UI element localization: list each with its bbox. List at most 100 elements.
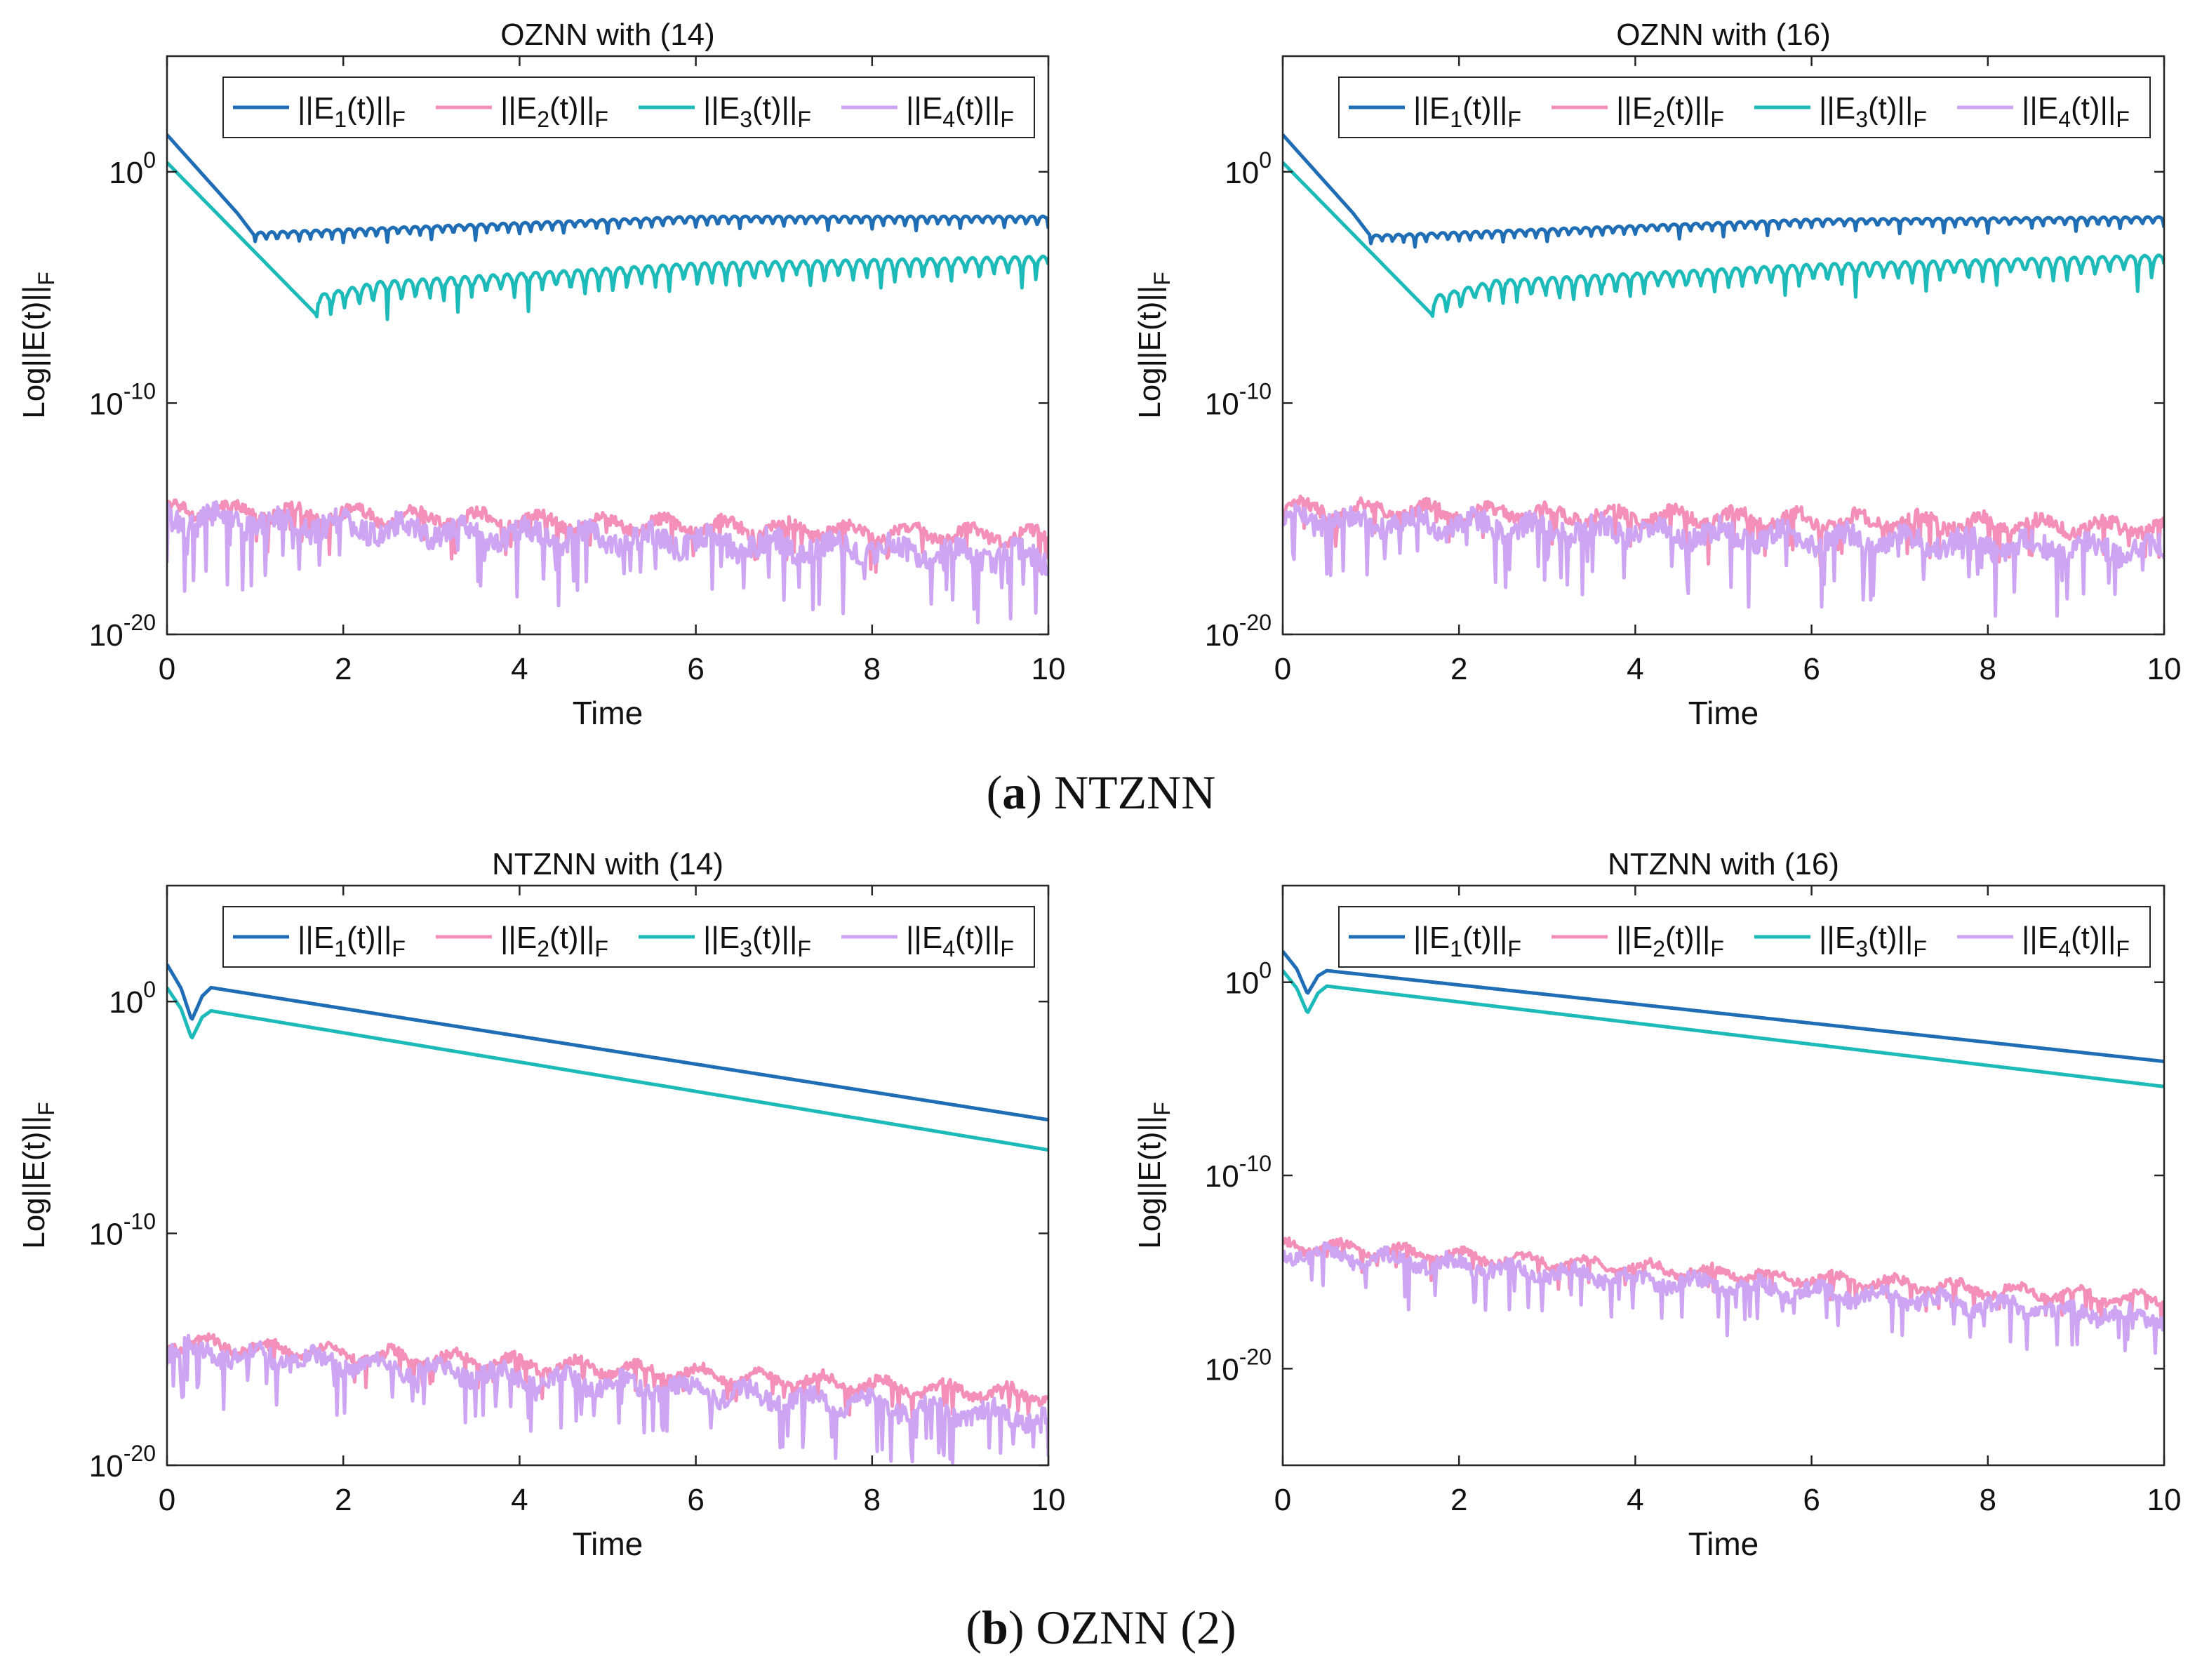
y-axis-label-main: Log||E(t)||: [1133, 286, 1167, 419]
legend-label-a: ||E: [1616, 921, 1653, 955]
x-tick-label: 0: [1274, 1483, 1291, 1517]
legend-label: ||E4(t)||F: [2022, 921, 2130, 961]
legend-label: ||E3(t)||F: [703, 91, 811, 132]
legend-label-a: ||E: [906, 91, 942, 126]
x-axis-label: Time: [1688, 695, 1759, 731]
legend-label-subf: F: [797, 936, 811, 961]
legend-label-a: ||E: [1819, 921, 1855, 955]
legend-label: ||E3(t)||F: [1819, 921, 1927, 961]
series-line-E2: [167, 1332, 1048, 1420]
legend-label-sub: 3: [740, 936, 752, 961]
legend-label-subf: F: [594, 107, 608, 132]
axes-frame: [166, 884, 1050, 1467]
y-axis-label-sub: F: [1149, 1102, 1175, 1116]
legend-label-a: ||E: [500, 91, 537, 126]
y-tick-exponent: -10: [1239, 1151, 1272, 1176]
y-tick-exponent: -20: [1239, 1344, 1272, 1369]
legend-label-a: ||E: [2022, 91, 2058, 126]
legend-label: ||E4(t)||F: [906, 921, 1014, 961]
y-tick-base: 10: [1205, 1352, 1239, 1387]
legend-label-b: (t)||: [1462, 91, 1507, 126]
legend-label-b: (t)||: [752, 91, 797, 126]
x-tick-label: 10: [2147, 652, 2182, 686]
legend-label-subf: F: [1000, 107, 1014, 132]
x-tick-label: 8: [864, 652, 881, 686]
axes-frame: [1281, 55, 2166, 636]
y-tick-base: 10: [89, 387, 124, 421]
legend-label-b: (t)||: [1868, 921, 1913, 955]
caption-b-text: OZNN (2): [1036, 1601, 1236, 1654]
legend-label-subf: F: [2116, 107, 2130, 132]
y-tick-base: 10: [1225, 156, 1259, 190]
x-tick-label: 4: [1627, 652, 1643, 686]
x-tick-label: 10: [1032, 652, 1066, 686]
legend-label-b: (t)||: [2071, 921, 2116, 955]
series-line-E2: [1283, 494, 2164, 568]
y-tick-label: 100: [109, 977, 156, 1020]
legend-label-sub: 1: [1450, 936, 1462, 961]
caption-a-text: NTZNN: [1053, 766, 1216, 819]
legend-label-a: ||E: [298, 921, 334, 955]
y-tick-exponent: -10: [124, 378, 156, 404]
y-tick-exponent: -10: [1239, 378, 1272, 404]
y-tick-exponent: -20: [124, 610, 156, 635]
x-tick-label: 6: [687, 1483, 704, 1517]
x-tick-label: 2: [1450, 652, 1467, 686]
y-tick-base: 10: [109, 985, 143, 1020]
series-line-E3: [1283, 969, 2164, 1088]
y-axis-label: Log||E(t)||F: [17, 272, 59, 419]
x-tick-label: 8: [1980, 652, 1996, 686]
y-tick-base: 10: [89, 1218, 124, 1252]
legend-label: ||E2(t)||F: [1616, 921, 1724, 961]
x-tick-label: 10: [2147, 1483, 2182, 1517]
y-tick-exponent: -20: [1239, 610, 1272, 635]
legend-label-a: ||E: [1819, 91, 1855, 126]
chart-title: OZNN with (14): [500, 18, 715, 52]
y-tick-exponent: -10: [124, 1209, 156, 1234]
legend-label-b: (t)||: [347, 91, 392, 126]
legend-label-subf: F: [797, 107, 811, 132]
legend: ||E1(t)||F ||E2(t)||F ||E3(t)||F ||E4(t)||F: [1338, 76, 2151, 138]
y-axis-label-sub: F: [34, 272, 59, 286]
y-tick-base: 10: [1205, 618, 1239, 653]
y-tick-base: 10: [1225, 966, 1259, 1001]
legend-label-a: ||E: [906, 921, 942, 955]
legend-label-subf: F: [1507, 936, 1521, 961]
series-line-E3: [1283, 161, 2164, 318]
legend-label: ||E1(t)||F: [298, 91, 406, 132]
chart-title: NTZNN with (16): [1608, 847, 1839, 881]
y-tick-base: 10: [1205, 1159, 1239, 1194]
x-tick-label: 2: [1450, 1483, 1467, 1517]
legend-label-a: ||E: [703, 921, 740, 955]
y-tick-base: 10: [1205, 387, 1239, 421]
legend: ||E1(t)||F ||E2(t)||F ||E3(t)||F ||E4(t)||F: [222, 906, 1035, 968]
legend-label-subf: F: [1000, 936, 1014, 961]
legend-label-b: (t)||: [1665, 91, 1710, 126]
legend-label-subf: F: [594, 936, 608, 961]
legend-label: ||E4(t)||F: [906, 91, 1014, 132]
legend-label-a: ||E: [2022, 921, 2058, 955]
caption-a-label: a: [1002, 766, 1027, 819]
y-tick-exponent: -20: [124, 1441, 156, 1466]
y-tick-label: 100: [109, 147, 156, 190]
chart-title: OZNN with (16): [1616, 18, 1831, 52]
axes-frame: [1281, 884, 2166, 1467]
legend-label-b: (t)||: [2071, 91, 2116, 126]
legend-box: [222, 906, 1035, 968]
x-tick-label: 6: [1803, 652, 1820, 686]
y-tick-label: 10-10: [89, 378, 156, 421]
legend-label-b: (t)||: [1868, 91, 1913, 126]
x-tick-label: 4: [511, 652, 528, 686]
legend-label-sub: 3: [1855, 107, 1868, 132]
legend-label-a: ||E: [1413, 921, 1450, 955]
y-tick-exponent: 0: [143, 147, 156, 173]
legend-label-a: ||E: [703, 91, 740, 126]
legend-label-b: (t)||: [955, 91, 1000, 126]
legend-label-subf: F: [1913, 936, 1927, 961]
y-tick-base: 10: [89, 618, 124, 653]
legend-label-b: (t)||: [955, 921, 1000, 955]
legend-label-sub: 4: [942, 107, 955, 132]
